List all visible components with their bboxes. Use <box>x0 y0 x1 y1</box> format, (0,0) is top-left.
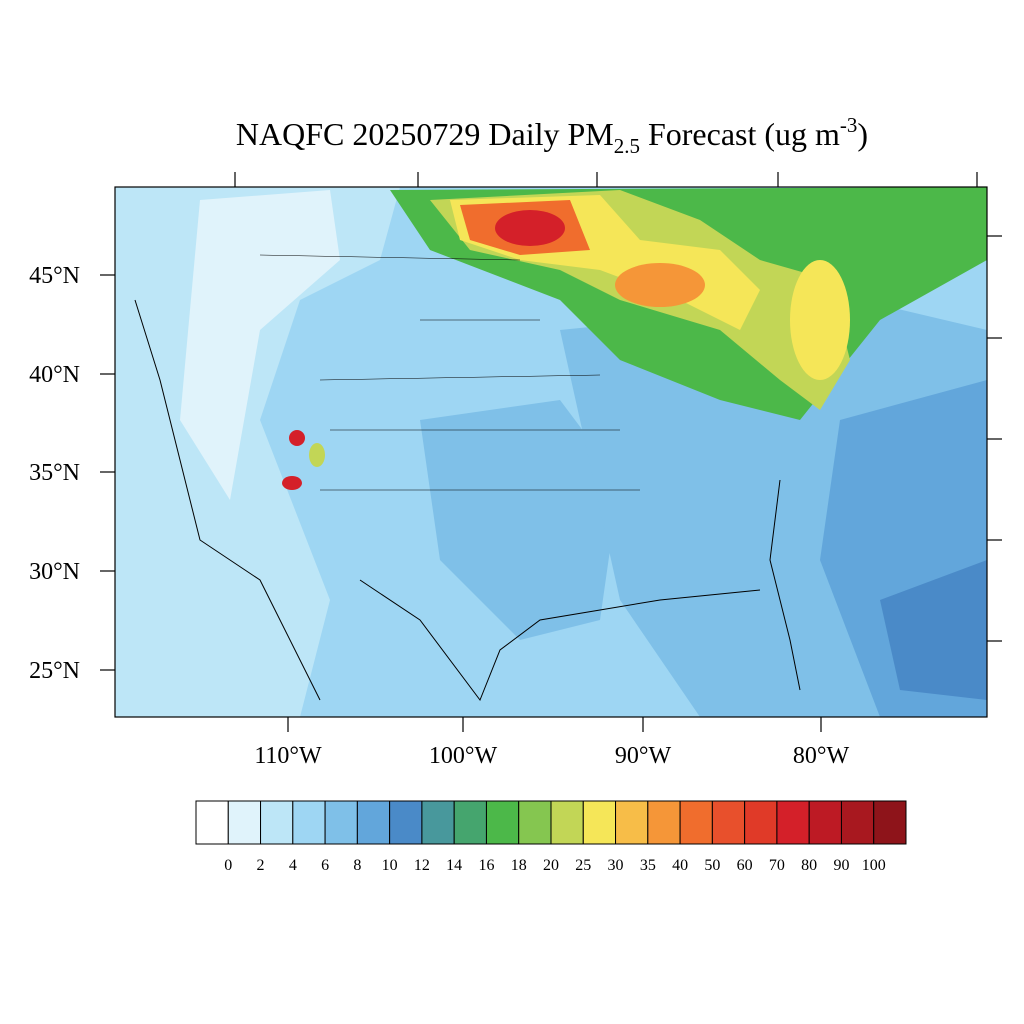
longitude-label: 110°W <box>254 743 322 769</box>
colorbar-label: 70 <box>769 857 785 874</box>
colorbar-label: 25 <box>575 857 591 874</box>
pm25-field <box>115 187 987 717</box>
colorbar-box <box>615 800 649 845</box>
colorbar-box <box>582 800 617 845</box>
title-superscript: -3 <box>840 113 858 137</box>
title-middle: Forecast (ug m <box>640 116 840 152</box>
colorbar-label: 18 <box>511 857 527 874</box>
colorbar-box <box>808 800 842 845</box>
longitude-label: 90°W <box>615 743 672 769</box>
title-main: NAQFC 20250729 Daily PM <box>236 116 614 152</box>
colorbar-box <box>324 800 358 845</box>
colorbar-label: 30 <box>608 857 624 874</box>
colorbar-label: 60 <box>737 857 753 874</box>
colorbar-box <box>679 800 713 845</box>
latitude-label: 35°N <box>29 460 80 486</box>
colorbar-box <box>550 800 584 845</box>
colorbar: 0 2 4 6 8 10 12 14 16 18 20 25 30 35 40 50 60 70 80 90 100 <box>195 800 907 874</box>
frame-ticks <box>100 172 1002 732</box>
longitude-label: 80°W <box>793 743 850 769</box>
colorbar-label: 8 <box>353 857 361 874</box>
colorbar-box <box>453 800 487 845</box>
colorbar-label: 6 <box>321 857 329 874</box>
colorbar-label: 0 <box>224 857 232 874</box>
colorbar-label: 90 <box>833 857 849 874</box>
colorbar-box <box>485 800 520 845</box>
colorbar-box <box>389 800 423 845</box>
colorbar-box <box>260 800 294 845</box>
map-frame <box>114 186 988 718</box>
colorbar-box <box>518 800 552 845</box>
colorbar-box <box>647 800 681 845</box>
title: NAQFC 20250729 Daily PM2.5 Forecast (ug … <box>236 113 868 158</box>
title-end: ) <box>857 116 868 152</box>
colorbar-box <box>195 800 229 845</box>
colorbar-box <box>873 800 907 845</box>
colorbar-box <box>292 800 326 845</box>
latitude-label: 45°N <box>29 263 80 289</box>
latitude-label: 30°N <box>29 559 80 585</box>
colorbar-box <box>227 800 262 845</box>
colorbar-label: 14 <box>446 857 462 874</box>
colorbar-box <box>356 800 391 845</box>
colorbar-label: 35 <box>640 857 656 874</box>
colorbar-label: 20 <box>543 857 559 874</box>
colorbar-box <box>776 800 810 845</box>
colorbar-label: 80 <box>801 857 817 874</box>
latitude-label: 25°N <box>29 658 80 684</box>
colorbar-label: 100 <box>862 857 886 874</box>
latitude-label: 40°N <box>29 362 80 388</box>
colorbar-label: 16 <box>478 857 494 874</box>
colorbar-box <box>840 800 875 845</box>
colorbar-label: 40 <box>672 857 688 874</box>
colorbar-box <box>744 800 778 845</box>
colorbar-label: 50 <box>704 857 720 874</box>
colorbar-box <box>421 800 455 845</box>
longitude-label: 100°W <box>429 743 498 769</box>
colorbar-label: 10 <box>382 857 398 874</box>
title-subscript: 2.5 <box>614 134 640 158</box>
colorbar-label: 4 <box>289 857 297 874</box>
colorbar-box <box>711 800 746 845</box>
colorbar-label: 2 <box>257 857 265 874</box>
colorbar-label: 12 <box>414 857 430 874</box>
